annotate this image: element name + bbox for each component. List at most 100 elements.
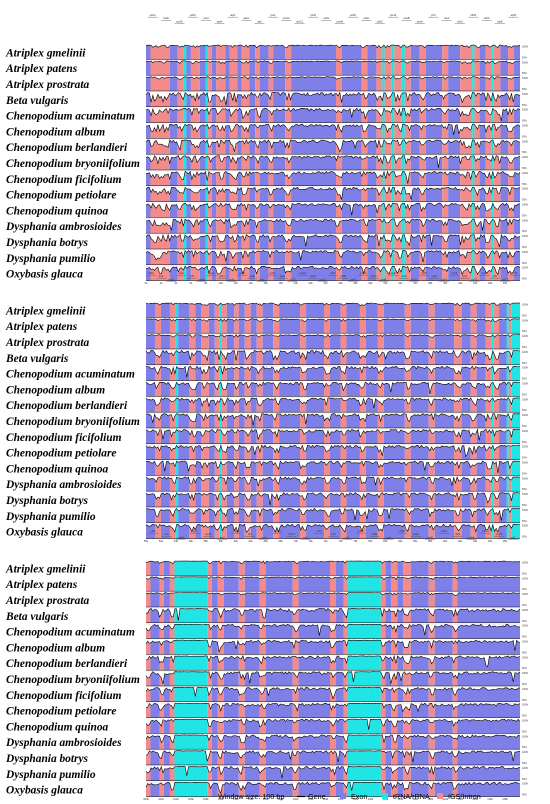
gene-label-ycf2: ycf2 — [151, 529, 156, 533]
segment-exon — [160, 350, 170, 365]
segment-igs — [285, 234, 292, 249]
segment-rna — [491, 124, 494, 139]
segment-exon — [479, 45, 486, 60]
segment-exon — [163, 687, 170, 702]
segment-exon — [346, 524, 360, 539]
segment-rna — [174, 576, 208, 592]
segment-igs — [508, 203, 515, 218]
segment-exon — [457, 608, 520, 623]
segment-exon — [500, 266, 509, 281]
segment-exon — [434, 719, 453, 734]
gene-label-psbL: psbL — [229, 277, 235, 281]
segment-igs — [428, 318, 435, 334]
segment-igs — [292, 766, 299, 781]
segment-rna — [491, 203, 494, 218]
tick-label: 80k — [368, 539, 373, 543]
pct-100: 100% — [522, 688, 529, 691]
segment-exon — [514, 171, 520, 186]
segment-igs — [404, 366, 411, 381]
segment-igs — [384, 171, 392, 186]
segment-igs — [216, 187, 226, 202]
segment-exon — [476, 429, 486, 444]
segment-igs — [208, 139, 212, 155]
segment-igs — [343, 576, 348, 592]
segment-exon — [461, 397, 471, 413]
segment-igs — [214, 397, 220, 413]
segment-exon — [448, 76, 461, 91]
segment-igs — [229, 60, 238, 76]
segment-exon — [479, 60, 486, 76]
gene-label-rpl32: rpl32 — [372, 532, 378, 536]
segment-rna — [219, 334, 222, 349]
segment-rna — [401, 218, 405, 234]
segment-igs — [508, 350, 512, 365]
segment-exon — [262, 461, 274, 476]
segment-igs — [177, 234, 184, 249]
segment-exon — [346, 366, 360, 381]
segment-rna — [491, 60, 494, 76]
segment-exon — [178, 366, 190, 381]
segment-igs — [330, 608, 336, 623]
segment-igs — [343, 687, 348, 702]
segment-igs — [359, 318, 366, 334]
gene-label-rpl16: rpl16 — [451, 271, 457, 275]
segment-rna — [174, 608, 208, 623]
pct-100: 100% — [522, 562, 529, 565]
segment-exon — [238, 413, 245, 428]
segment-igs — [285, 250, 292, 265]
segment-igs — [404, 492, 411, 507]
segment-igs — [404, 476, 411, 492]
identity-curve — [145, 397, 521, 409]
segment-exon — [425, 171, 443, 186]
segment-exon — [476, 334, 486, 349]
segment-igs — [238, 766, 245, 781]
segment-igs — [485, 508, 492, 523]
segment-igs — [217, 576, 224, 592]
segment-exon — [208, 508, 215, 523]
segment-exon — [306, 318, 325, 334]
segment-exon — [385, 671, 392, 686]
segment-rna — [506, 334, 509, 349]
segment-igs — [259, 750, 266, 765]
segment-rna — [391, 45, 395, 60]
segment-exon — [195, 397, 202, 413]
segment-exon — [410, 445, 429, 460]
segment-exon — [226, 318, 235, 334]
segment-igs — [493, 171, 501, 186]
segment-exon — [163, 592, 170, 607]
segment-igs — [376, 108, 383, 123]
segment-rna — [183, 155, 187, 170]
identity-curve — [145, 781, 521, 795]
segment-igs — [493, 76, 501, 91]
segment-exon — [262, 476, 274, 492]
identity-mask — [146, 719, 520, 730]
segment-exon — [499, 318, 507, 334]
segment-exon — [211, 60, 217, 76]
segment-exon — [385, 561, 392, 576]
segment-exon — [298, 671, 331, 686]
segment-exon — [208, 350, 215, 365]
segment-igs — [376, 171, 383, 186]
species-name: Chenopodium album — [6, 384, 105, 396]
identity-mask — [146, 624, 520, 636]
segment-igs — [273, 492, 280, 507]
segment-igs — [154, 413, 161, 428]
segment-igs — [201, 476, 209, 492]
segment-igs — [377, 366, 384, 381]
segment-igs — [460, 266, 473, 281]
identity-curve — [145, 349, 521, 362]
segment-igs — [189, 461, 196, 476]
segment-exon — [330, 350, 341, 365]
segment-igs — [340, 413, 347, 428]
segment-exon — [298, 640, 331, 655]
gene-label-petA: petA — [209, 271, 215, 275]
segment-igs — [361, 250, 368, 265]
pct-50: 50% — [522, 699, 528, 702]
species-name: Beta vulgaris — [5, 611, 69, 623]
species-name: Chenopodium bryoniifolium — [6, 158, 140, 170]
segment-rna — [472, 171, 475, 186]
segment-igs — [217, 592, 224, 607]
segment-igs — [391, 687, 398, 702]
segment-exon — [259, 266, 269, 281]
segment-igs — [485, 76, 492, 91]
